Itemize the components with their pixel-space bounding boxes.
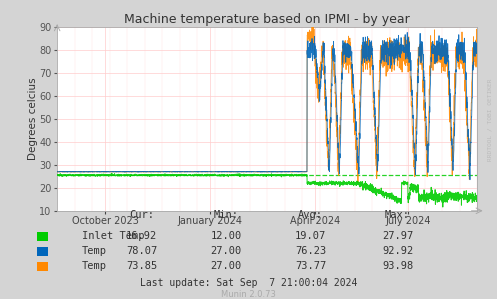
- Text: 93.98: 93.98: [382, 261, 413, 271]
- Text: 27.97: 27.97: [382, 231, 413, 241]
- Text: 92.92: 92.92: [382, 246, 413, 256]
- Text: 16.92: 16.92: [126, 231, 157, 241]
- Text: 78.07: 78.07: [126, 246, 157, 256]
- Text: Avg:: Avg:: [298, 210, 323, 220]
- Text: Munin 2.0.73: Munin 2.0.73: [221, 290, 276, 299]
- Text: Last update: Sat Sep  7 21:00:04 2024: Last update: Sat Sep 7 21:00:04 2024: [140, 277, 357, 288]
- Text: Min:: Min:: [214, 210, 239, 220]
- Text: 27.00: 27.00: [211, 246, 242, 256]
- Text: 73.85: 73.85: [126, 261, 157, 271]
- Y-axis label: Degrees celcius: Degrees celcius: [28, 77, 38, 160]
- Text: Temp: Temp: [82, 261, 107, 271]
- Text: Inlet Temp: Inlet Temp: [82, 231, 145, 241]
- Text: Temp: Temp: [82, 246, 107, 256]
- Text: 12.00: 12.00: [211, 231, 242, 241]
- Text: 73.77: 73.77: [295, 261, 326, 271]
- Text: Cur:: Cur:: [129, 210, 154, 220]
- Text: RRDTOOL / TOBI OETIKER: RRDTOOL / TOBI OETIKER: [487, 78, 492, 161]
- Text: 76.23: 76.23: [295, 246, 326, 256]
- Text: 27.00: 27.00: [211, 261, 242, 271]
- Text: Max:: Max:: [385, 210, 410, 220]
- Text: 19.07: 19.07: [295, 231, 326, 241]
- Title: Machine temperature based on IPMI - by year: Machine temperature based on IPMI - by y…: [124, 13, 410, 26]
